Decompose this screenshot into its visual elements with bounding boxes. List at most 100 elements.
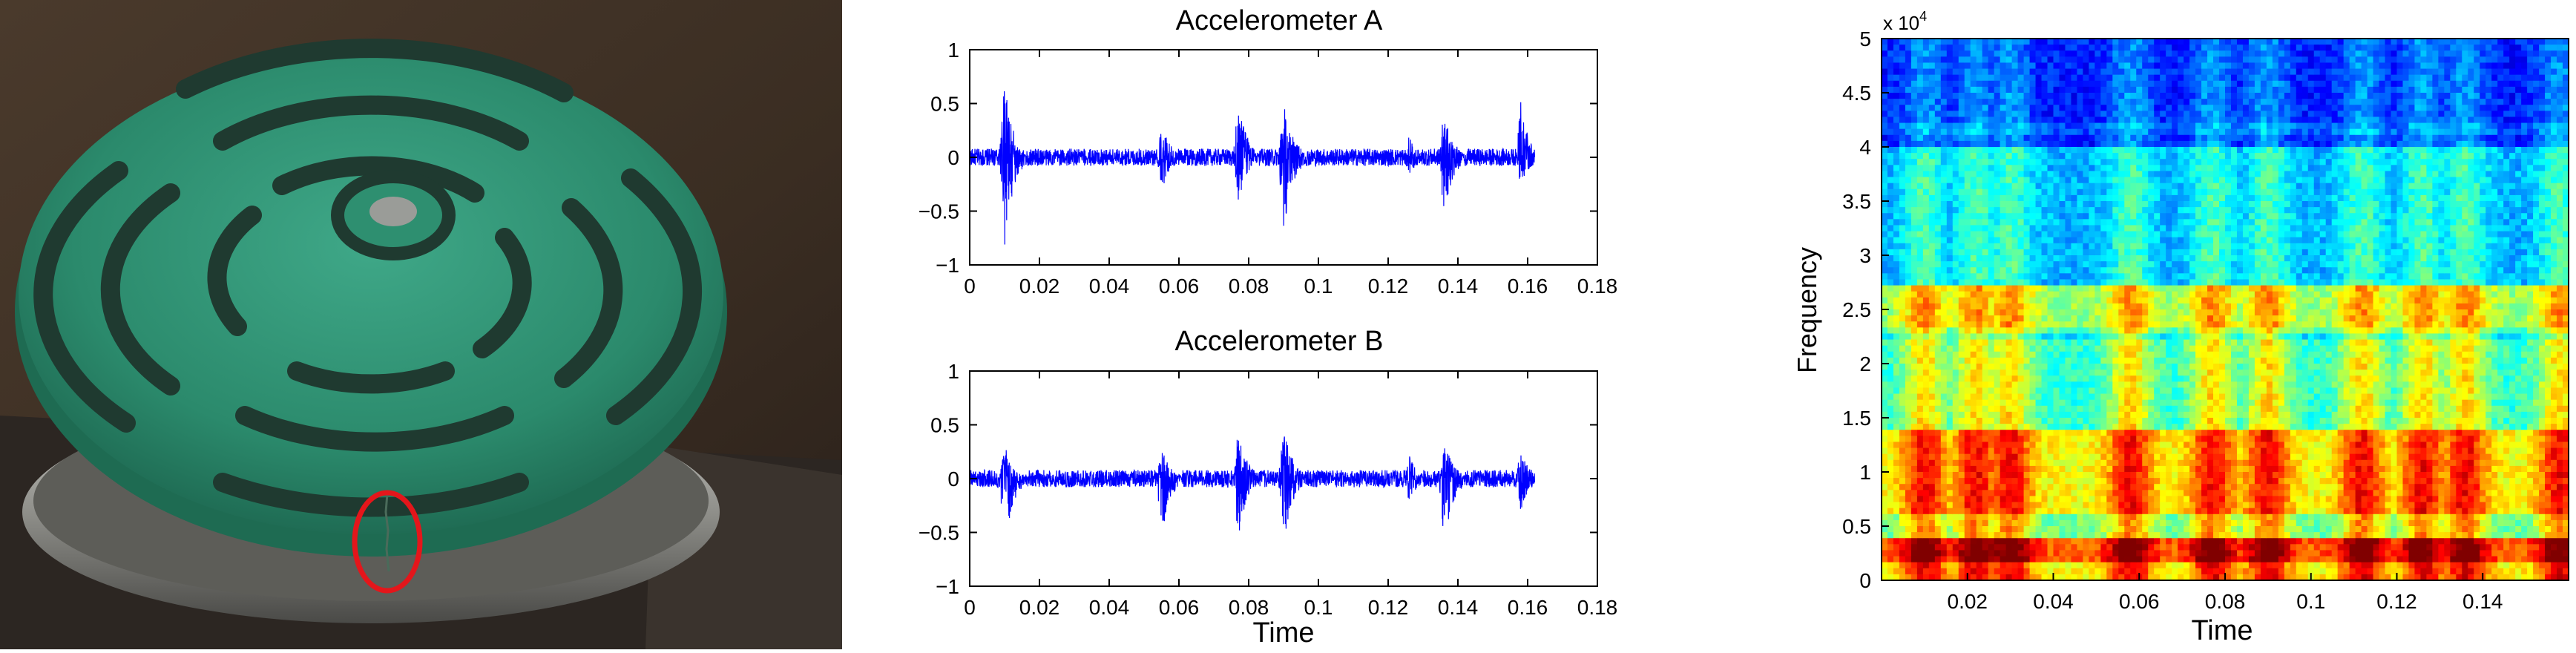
heatmap-cell [2030, 568, 2037, 575]
heatmap-cell [1959, 562, 1965, 569]
heatmap-cell [2077, 520, 2083, 527]
heatmap-cell [1882, 99, 1888, 105]
heatmap-cell [1977, 346, 1983, 352]
heatmap-cell [2172, 381, 2178, 388]
heatmap-cell [1929, 496, 1936, 502]
heatmap-cell [2024, 183, 2031, 190]
heatmap-cell [2059, 327, 2066, 334]
heatmap-cell [1911, 279, 1918, 286]
heatmap-cell [2112, 249, 2119, 256]
heatmap-cell [1917, 303, 1924, 310]
x-tick-label: 0.06 [1159, 275, 1200, 298]
heatmap-cell [1923, 123, 1930, 130]
heatmap-cell [1982, 117, 1989, 123]
heatmap-cell [1959, 99, 1965, 105]
heatmap-cell [1887, 309, 1894, 316]
heatmap-cell [2124, 544, 2131, 551]
heatmap-cell [1953, 153, 1959, 160]
heatmap-cell [2059, 394, 2066, 401]
heatmap-cell [2012, 62, 2019, 69]
heatmap-cell [2077, 62, 2083, 69]
heatmap-cell [2012, 69, 2019, 76]
heatmap-cell [1959, 50, 1965, 57]
heatmap-cell [1971, 255, 1977, 262]
heatmap-cell [2077, 93, 2083, 99]
heatmap-cell [1982, 340, 1989, 347]
heatmap-cell [1899, 261, 1906, 268]
heatmap-cell [1929, 478, 1936, 485]
heatmap-cell [2094, 129, 2101, 136]
heatmap-cell [2006, 520, 2013, 527]
heatmap-cell [1965, 466, 1971, 473]
heatmap-cell [2112, 135, 2119, 142]
heatmap-cell [2189, 249, 2196, 256]
heatmap-cell [2094, 327, 2101, 334]
heatmap-cell [1971, 50, 1977, 57]
heatmap-cell [1917, 400, 1924, 407]
heatmap-cell [2071, 508, 2077, 515]
heatmap-cell [1899, 177, 1906, 184]
heatmap-cell [2071, 62, 2077, 69]
heatmap-cell [1953, 171, 1959, 177]
heatmap-cell [2178, 159, 2184, 165]
heatmap-cell [2024, 105, 2031, 111]
heatmap-cell [2136, 123, 2143, 130]
heatmap-cell [2124, 267, 2131, 274]
heatmap-cell [2124, 153, 2131, 160]
heatmap-cell [2160, 502, 2166, 509]
heatmap-cell [2012, 333, 2019, 340]
heatmap-cell [2024, 189, 2031, 196]
heatmap-cell [2089, 484, 2095, 490]
heatmap-cell [2071, 484, 2077, 490]
heatmap-cell [1935, 303, 1942, 310]
heatmap-cell [2024, 111, 2031, 117]
heatmap-cell [2012, 249, 2019, 256]
heatmap-cell [1911, 375, 1918, 382]
heatmap-cell [2000, 45, 2007, 51]
heatmap-cell [1959, 490, 1965, 496]
heatmap-cell [1965, 544, 1971, 551]
heatmap-cell [2184, 189, 2190, 196]
heatmap-cell [1977, 364, 1983, 370]
heatmap-cell [2160, 183, 2166, 190]
heatmap-cell [1977, 219, 1983, 226]
heatmap-cell [1935, 550, 1942, 557]
heatmap-cell [1899, 321, 1906, 328]
heatmap-cell [1941, 381, 1948, 388]
heatmap-cell [2000, 520, 2007, 527]
heatmap-cell [1882, 153, 1888, 160]
heatmap-cell [1929, 105, 1936, 111]
heatmap-cell [1905, 508, 1912, 515]
heatmap-cell [2000, 454, 2007, 461]
heatmap-cell [2184, 243, 2190, 250]
heatmap-cell [2059, 207, 2066, 214]
heatmap-cell [1988, 195, 1995, 202]
heatmap-cell [1911, 189, 1918, 196]
heatmap-cell [2024, 412, 2031, 419]
heatmap-cell [1911, 400, 1918, 407]
heatmap-cell [2030, 544, 2037, 551]
heatmap-cell [2054, 249, 2060, 256]
heatmap-cell [2112, 286, 2119, 292]
heatmap-cell [2006, 358, 2013, 364]
heatmap-cell [1994, 358, 2001, 364]
heatmap-cell [1923, 207, 1930, 214]
heatmap-cell [2089, 87, 2095, 93]
heatmap-cell [2012, 442, 2019, 448]
heatmap-cell [1911, 532, 1918, 539]
heatmap-cell [1923, 93, 1930, 99]
heatmap-cell [1977, 375, 1983, 382]
heatmap-cell [1947, 460, 1954, 467]
heatmap-cell [2172, 303, 2178, 310]
heatmap-cell [1917, 309, 1924, 316]
heatmap-cell [1959, 213, 1965, 220]
heatmap-cell [1923, 62, 1930, 69]
heatmap-cell [2089, 303, 2095, 310]
heatmap-cell [2118, 219, 2125, 226]
heatmap-cell [2100, 358, 2107, 364]
heatmap-cell [2042, 69, 2048, 76]
heatmap-cell [2024, 62, 2031, 69]
heatmap-cell [1905, 454, 1912, 461]
heatmap-cell [1893, 237, 1900, 244]
heatmap-cell [2094, 201, 2101, 208]
